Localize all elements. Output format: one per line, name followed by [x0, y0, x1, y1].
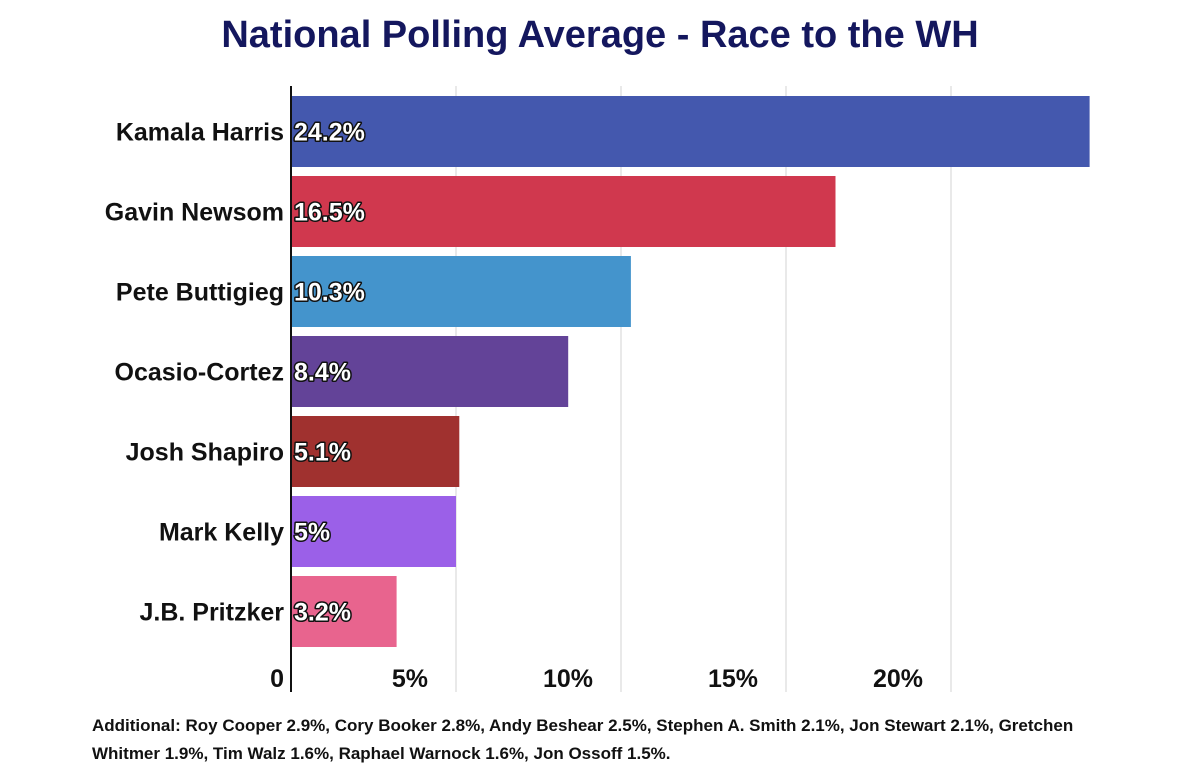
category-label-ocasio-cortez: Ocasio-Cortez	[115, 359, 284, 387]
x-tick-label-10pct: 10%	[543, 665, 593, 693]
bar-gavin-newsom	[291, 176, 836, 247]
category-label-mark-kelly: Mark Kelly	[159, 519, 284, 547]
category-label-kamala-harris: Kamala Harris	[116, 119, 284, 147]
value-label-j-b-pritzker: 3.2%	[294, 599, 351, 627]
bar-ocasio-cortez	[291, 336, 569, 407]
value-label-pete-buttigieg: 10.3%	[294, 279, 365, 307]
bar-mark-kelly	[291, 496, 456, 567]
value-label-gavin-newsom: 16.5%	[294, 199, 365, 227]
category-label-gavin-newsom: Gavin Newsom	[105, 199, 284, 227]
x-tick-label-0: 0	[270, 665, 284, 693]
value-label-ocasio-cortez: 8.4%	[294, 359, 351, 387]
category-label-j-b-pritzker: J.B. Pritzker	[139, 599, 284, 627]
x-tick-label-5pct: 5%	[392, 665, 428, 693]
category-labels: Kamala Harris Gavin Newsom Pete Buttigieg O…	[105, 119, 284, 627]
x-tick-labels: 0 5% 10% 15% 20%	[270, 665, 923, 693]
bar-josh-shapiro	[291, 416, 460, 487]
bars	[291, 96, 1090, 647]
bar-pete-buttigieg	[291, 256, 631, 327]
value-labels: 24.2% 16.5% 10.3% 8.4% 5.1% 5% 3.2%	[293, 117, 367, 628]
x-tick-label-15pct: 15%	[708, 665, 758, 693]
value-label-josh-shapiro: 5.1%	[294, 439, 351, 467]
value-label-kamala-harris: 24.2%	[294, 119, 365, 147]
value-label-mark-kelly: 5%	[294, 519, 330, 547]
x-tick-label-20pct: 20%	[873, 665, 923, 693]
chart-title: National Polling Average - Race to the W…	[221, 14, 979, 56]
category-label-pete-buttigieg: Pete Buttigieg	[116, 279, 284, 307]
bar-kamala-harris	[291, 96, 1090, 167]
bar-j-b-pritzker	[291, 576, 397, 647]
category-label-josh-shapiro: Josh Shapiro	[126, 439, 284, 467]
footnote: Additional: Roy Cooper 2.9%, Cory Booker…	[92, 716, 1074, 763]
